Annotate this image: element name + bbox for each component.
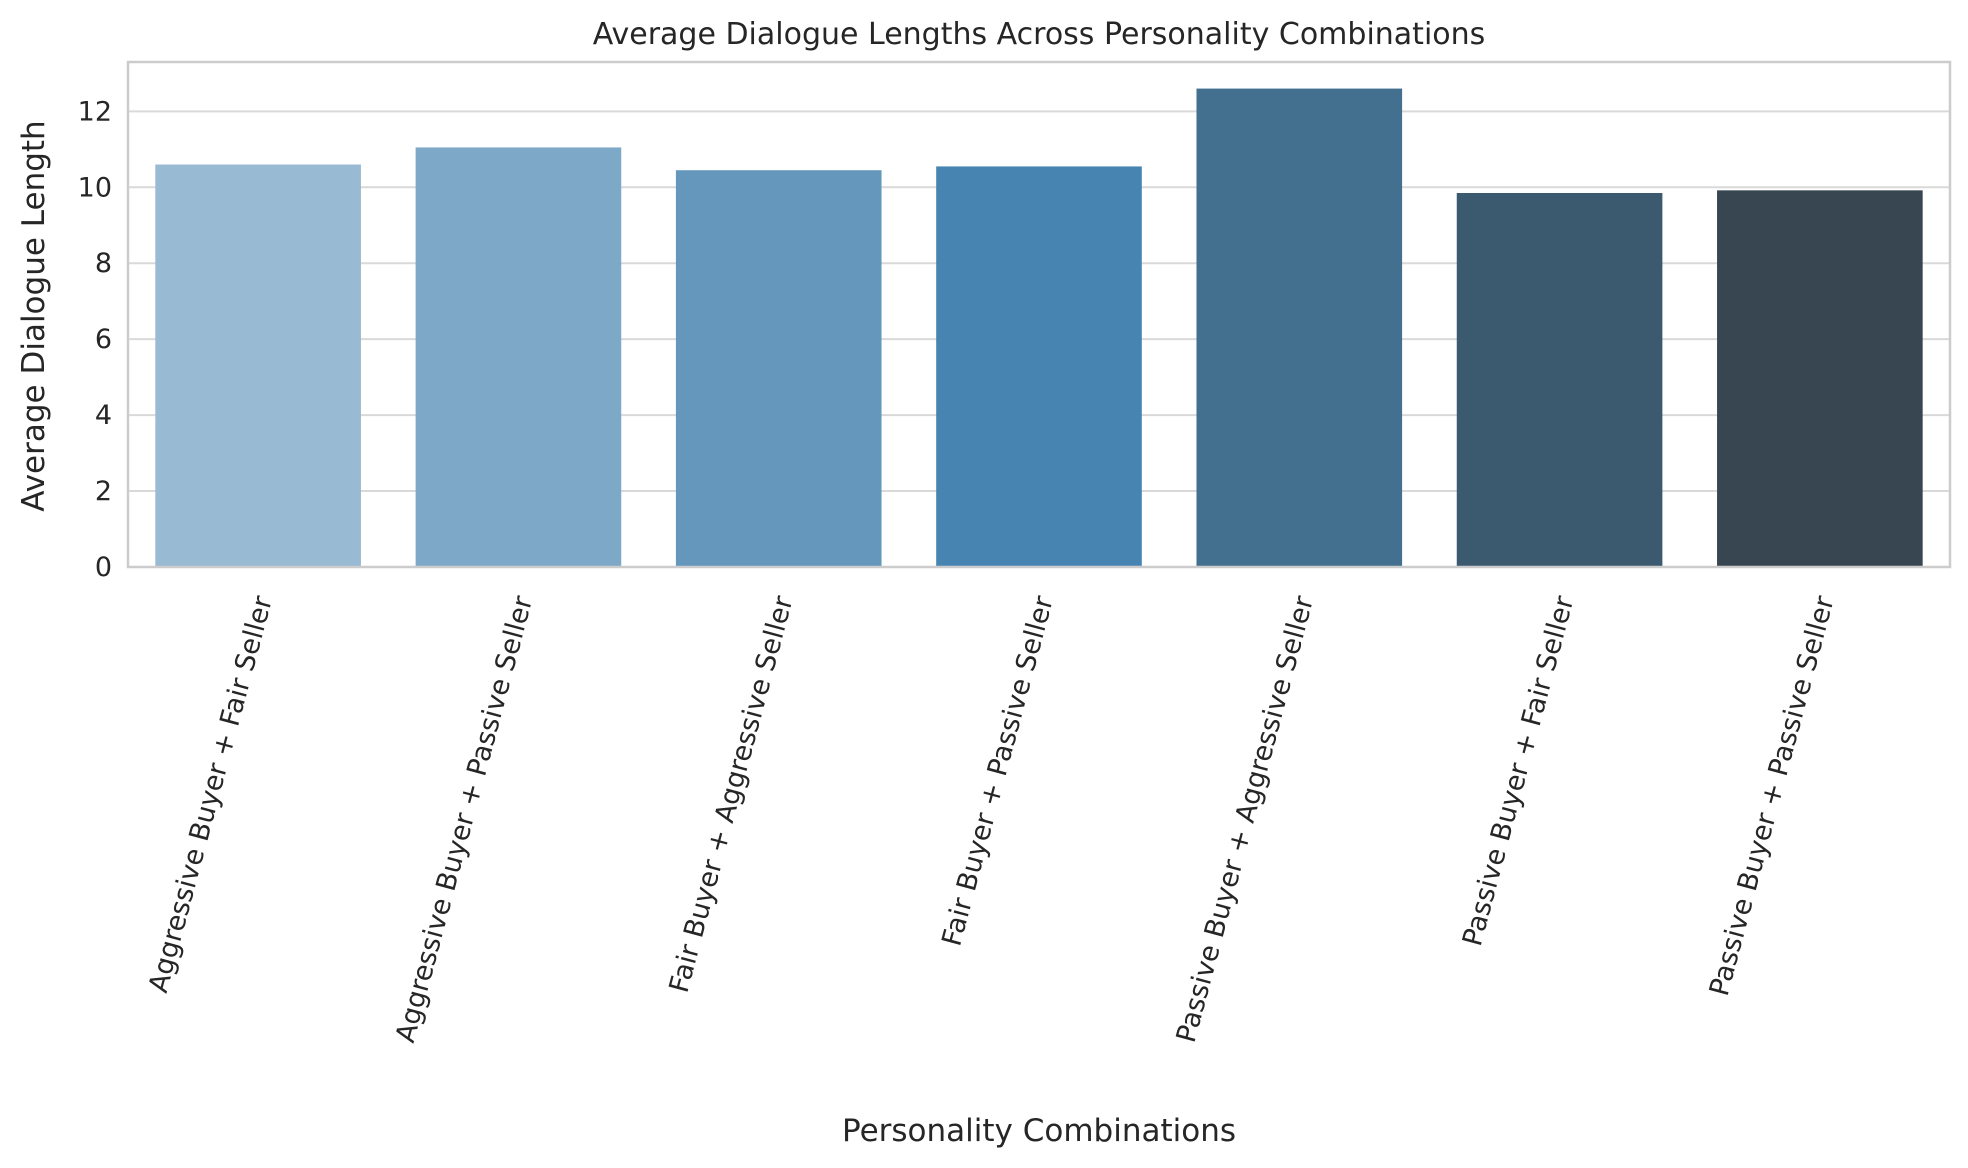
bar xyxy=(1196,88,1403,567)
plot-frame xyxy=(126,60,1952,569)
y-axis-label: Average Dialogue Length xyxy=(16,120,52,511)
y-tick-label: 6 xyxy=(95,324,112,355)
x-axis-label: Personality Combinations xyxy=(842,1113,1236,1149)
bar xyxy=(155,164,361,567)
y-tick-label: 12 xyxy=(78,96,112,127)
chart-title: Average Dialogue Lengths Across Personal… xyxy=(593,17,1486,52)
bar xyxy=(1717,190,1923,567)
bar xyxy=(1456,192,1663,567)
bars xyxy=(155,88,1923,568)
y-tick-labels: 0 2 4 6 8 10 12 xyxy=(78,96,112,583)
bar xyxy=(936,166,1142,567)
y-tick-label: 4 xyxy=(95,400,112,431)
y-tick-label: 8 xyxy=(95,248,112,279)
y-tick-label: 0 xyxy=(95,552,112,583)
bar xyxy=(675,170,882,567)
y-tick-label: 2 xyxy=(95,476,112,507)
bar xyxy=(415,147,622,568)
y-tick-label: 10 xyxy=(78,172,112,203)
